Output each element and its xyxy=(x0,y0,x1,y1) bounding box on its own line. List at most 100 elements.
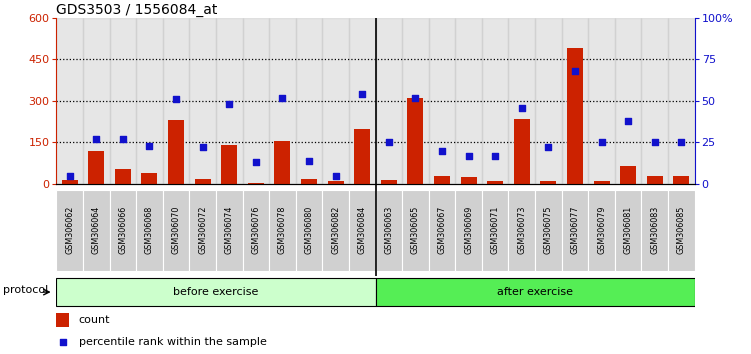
Text: GSM306074: GSM306074 xyxy=(225,206,234,254)
Text: GSM306078: GSM306078 xyxy=(278,206,287,254)
Point xyxy=(117,136,129,142)
Text: GSM306077: GSM306077 xyxy=(571,206,580,255)
Point xyxy=(542,145,554,150)
Bar xyxy=(222,145,237,184)
Point xyxy=(649,140,661,145)
Point xyxy=(463,153,475,159)
Point xyxy=(143,143,155,149)
Point xyxy=(197,145,209,150)
Bar xyxy=(455,190,482,270)
Bar xyxy=(641,190,668,270)
Bar xyxy=(482,18,508,184)
Bar xyxy=(110,190,136,270)
Point xyxy=(675,140,687,145)
Point xyxy=(303,158,315,164)
Text: GSM306064: GSM306064 xyxy=(92,206,101,254)
Bar xyxy=(62,180,77,184)
Bar xyxy=(381,180,397,184)
Text: GSM306066: GSM306066 xyxy=(119,206,128,254)
Bar xyxy=(248,183,264,184)
Text: after exercise: after exercise xyxy=(497,287,573,297)
Text: GSM306085: GSM306085 xyxy=(677,206,686,254)
Text: protocol: protocol xyxy=(3,285,48,296)
Text: GSM306069: GSM306069 xyxy=(464,206,473,254)
Bar xyxy=(354,129,370,184)
Bar xyxy=(482,190,508,270)
Text: GSM306072: GSM306072 xyxy=(198,206,207,255)
Bar xyxy=(269,18,296,184)
Point xyxy=(57,340,69,346)
Point xyxy=(170,96,182,102)
Bar xyxy=(487,181,503,184)
Bar xyxy=(647,176,663,184)
Bar xyxy=(195,178,210,184)
Bar xyxy=(376,190,402,270)
Text: GSM306081: GSM306081 xyxy=(623,206,632,254)
Bar xyxy=(115,169,131,184)
Bar xyxy=(349,18,376,184)
Bar xyxy=(56,190,83,270)
Bar xyxy=(296,190,322,270)
Text: GSM306073: GSM306073 xyxy=(517,206,526,254)
Point xyxy=(436,148,448,154)
Point xyxy=(516,105,528,110)
Bar xyxy=(620,166,636,184)
Bar xyxy=(535,18,562,184)
Bar xyxy=(136,190,163,270)
Bar xyxy=(429,190,455,270)
Bar xyxy=(408,98,424,184)
Bar xyxy=(615,18,641,184)
Text: GDS3503 / 1556084_at: GDS3503 / 1556084_at xyxy=(56,3,218,17)
Bar xyxy=(615,190,641,270)
Bar xyxy=(163,18,189,184)
Bar xyxy=(322,18,349,184)
Bar xyxy=(141,173,158,184)
Bar xyxy=(674,176,689,184)
Bar xyxy=(269,190,296,270)
Bar xyxy=(535,190,562,270)
Point xyxy=(409,95,421,101)
Text: GSM306083: GSM306083 xyxy=(650,206,659,254)
Bar xyxy=(243,190,269,270)
Bar xyxy=(429,18,455,184)
Bar xyxy=(588,190,615,270)
Text: GSM306068: GSM306068 xyxy=(145,206,154,254)
Bar xyxy=(541,181,556,184)
Point xyxy=(276,95,288,101)
Bar xyxy=(562,190,588,270)
Bar xyxy=(322,190,349,270)
Bar xyxy=(89,151,104,184)
Bar xyxy=(588,18,615,184)
Bar xyxy=(274,141,291,184)
Bar xyxy=(402,190,429,270)
Text: GSM306065: GSM306065 xyxy=(411,206,420,254)
Bar xyxy=(136,18,163,184)
Point xyxy=(383,140,395,145)
Bar xyxy=(189,190,216,270)
Bar xyxy=(296,18,322,184)
Bar xyxy=(56,18,83,184)
Text: GSM306071: GSM306071 xyxy=(490,206,499,254)
Bar xyxy=(83,190,110,270)
Text: GSM306076: GSM306076 xyxy=(252,206,261,254)
Bar xyxy=(514,119,529,184)
Bar xyxy=(243,18,269,184)
Point xyxy=(356,91,368,97)
Point xyxy=(90,136,102,142)
Text: before exercise: before exercise xyxy=(173,287,258,297)
Text: GSM306062: GSM306062 xyxy=(65,206,74,254)
Point xyxy=(330,173,342,179)
Text: GSM306080: GSM306080 xyxy=(304,206,313,254)
Text: GSM306070: GSM306070 xyxy=(171,206,180,254)
Bar xyxy=(216,18,243,184)
Point xyxy=(622,118,634,124)
Bar xyxy=(508,190,535,270)
Bar xyxy=(402,18,429,184)
Text: GSM306063: GSM306063 xyxy=(385,206,394,254)
Bar xyxy=(562,18,588,184)
Bar xyxy=(301,178,317,184)
Bar xyxy=(110,18,136,184)
Bar xyxy=(376,18,402,184)
Bar xyxy=(455,18,482,184)
Bar xyxy=(508,18,535,184)
